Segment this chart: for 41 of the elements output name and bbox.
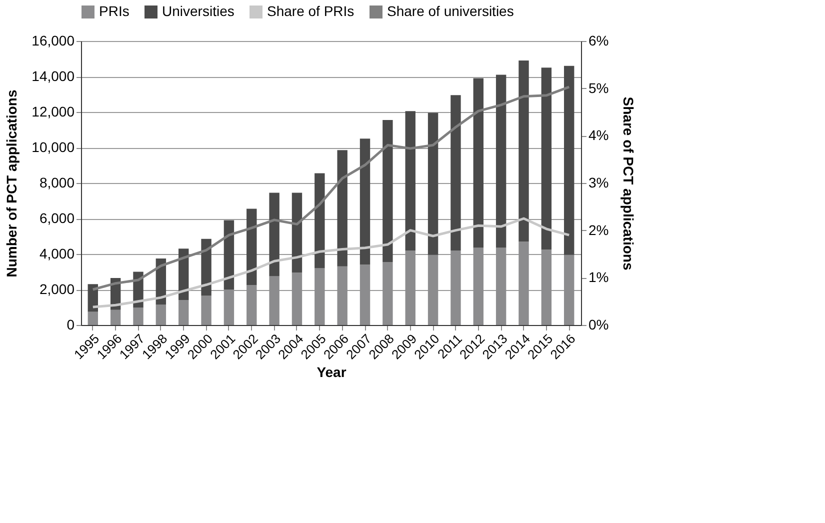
- bar: [496, 74, 506, 248]
- y2-tick-label: 6%: [588, 32, 609, 48]
- y-tick-label: 10,000: [32, 139, 75, 155]
- bar: [518, 60, 529, 242]
- y2-tick-label: 4%: [588, 127, 609, 144]
- y2-tick-label: 2%: [588, 222, 609, 238]
- y-tick-label: 16,000: [32, 32, 75, 48]
- bar: [246, 208, 257, 286]
- bar: [382, 120, 393, 262]
- bar: [337, 150, 348, 266]
- bar: [292, 192, 302, 273]
- y2-tick-label: 1%: [588, 269, 609, 286]
- legend-label: Universities: [162, 3, 234, 19]
- bar: [564, 66, 574, 255]
- bar: [224, 220, 234, 290]
- bar: [405, 111, 416, 250]
- bar: [428, 112, 438, 255]
- bar: [269, 192, 280, 276]
- bar: [450, 95, 461, 250]
- y-tick-label: 6,000: [39, 210, 75, 226]
- bar: [541, 68, 552, 250]
- bar: [360, 138, 370, 265]
- legend-label: PRIs: [99, 3, 130, 19]
- bar: [314, 173, 325, 268]
- y-tick-label: 8,000: [39, 174, 75, 190]
- y2-tick-label: 3%: [588, 174, 609, 190]
- y-tick-label: 0: [66, 316, 75, 332]
- y-tick-label: 4,000: [39, 246, 75, 262]
- bar: [473, 78, 484, 248]
- y-tick-label: 14,000: [32, 68, 75, 84]
- line-series: [92, 86, 570, 291]
- legend-label: Share of universities: [387, 3, 514, 19]
- x-axis-title: Year: [316, 364, 347, 380]
- line-series: [92, 217, 570, 308]
- y2-tick-label: 0%: [588, 316, 609, 332]
- legend-label: Share of PRIs: [267, 3, 354, 19]
- y-axis-title: Number of PCT applications: [4, 90, 20, 278]
- y-tick-label: 12,000: [32, 104, 75, 120]
- y-tick-label: 2,000: [39, 281, 75, 297]
- y2-axis-title: Share of PCT applications: [620, 96, 637, 270]
- y2-tick-label: 5%: [588, 80, 609, 96]
